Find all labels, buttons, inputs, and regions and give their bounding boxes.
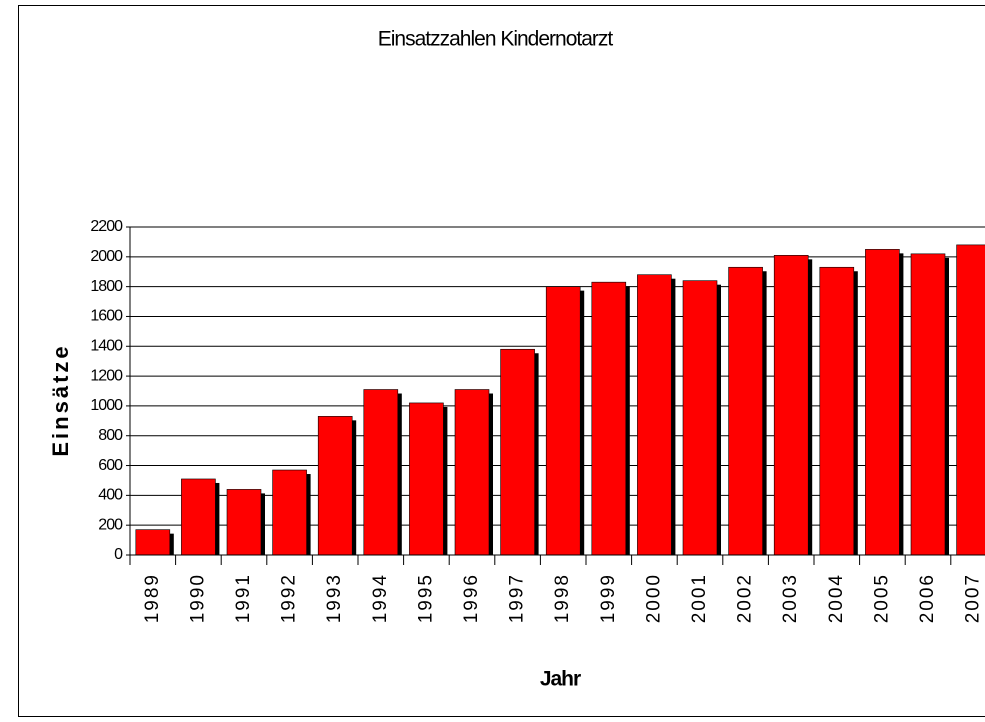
bar bbox=[819, 266, 855, 556]
y-tick-label: 1800 bbox=[90, 278, 123, 295]
bar bbox=[272, 469, 307, 556]
bar bbox=[910, 253, 946, 556]
x-tick-label: 2003 bbox=[780, 573, 801, 623]
y-tick-label: 600 bbox=[98, 457, 123, 474]
bar bbox=[135, 529, 171, 556]
x-axis-label: Jahr bbox=[540, 668, 581, 691]
x-tick-label: 2000 bbox=[643, 573, 664, 623]
x-tick-label: 2001 bbox=[689, 573, 710, 623]
bar bbox=[545, 286, 581, 556]
y-tick-label: 1000 bbox=[90, 397, 123, 414]
y-tick-label: 400 bbox=[98, 487, 123, 504]
bar bbox=[454, 389, 490, 556]
bar bbox=[363, 389, 399, 556]
x-tick-label: 1992 bbox=[279, 573, 300, 623]
y-tick-label: 200 bbox=[98, 516, 123, 533]
y-tick-label: 2200 bbox=[90, 218, 123, 235]
bar bbox=[637, 274, 672, 556]
y-tick-label: 1200 bbox=[90, 367, 123, 384]
x-tick-label: 1995 bbox=[415, 573, 436, 623]
x-tick-label: 1990 bbox=[187, 573, 208, 623]
y-axis-label: Einsätze bbox=[48, 343, 73, 456]
bar bbox=[591, 281, 627, 556]
bar bbox=[728, 266, 763, 556]
x-tick-label: 1994 bbox=[370, 573, 391, 623]
y-tick-label: 2000 bbox=[90, 248, 123, 265]
x-tick-label: 1998 bbox=[552, 573, 573, 623]
y-axis-label-group: Einsätze bbox=[48, 343, 73, 456]
x-tick-label: 1997 bbox=[507, 573, 528, 623]
x-tick-label: 2002 bbox=[735, 573, 756, 623]
x-tick-label: 2005 bbox=[871, 573, 892, 623]
x-tick-label: 1993 bbox=[324, 573, 345, 623]
bar bbox=[682, 280, 718, 556]
bar bbox=[956, 244, 985, 556]
x-tick-label: 2007 bbox=[963, 573, 984, 623]
bar bbox=[317, 416, 353, 556]
chart-title: Einsatzzahlen Kindernotarzt bbox=[378, 28, 614, 51]
bar bbox=[865, 249, 900, 556]
x-tick-label: 1999 bbox=[598, 573, 619, 623]
y-tick-label: 1400 bbox=[90, 337, 123, 354]
x-tick-label: 1996 bbox=[461, 573, 482, 623]
bar bbox=[500, 348, 535, 556]
x-tick-label: 2006 bbox=[917, 573, 938, 623]
bar bbox=[181, 478, 216, 556]
y-tick-label: 0 bbox=[114, 546, 123, 563]
bar bbox=[773, 255, 809, 556]
y-tick-label: 800 bbox=[98, 427, 123, 444]
bar bbox=[409, 402, 444, 556]
x-tick-label: 1989 bbox=[142, 573, 163, 623]
y-tick-label: 1600 bbox=[90, 308, 123, 325]
bar bbox=[226, 489, 262, 556]
x-tick-label: 2004 bbox=[826, 573, 847, 623]
x-tick-label: 1991 bbox=[233, 573, 254, 623]
